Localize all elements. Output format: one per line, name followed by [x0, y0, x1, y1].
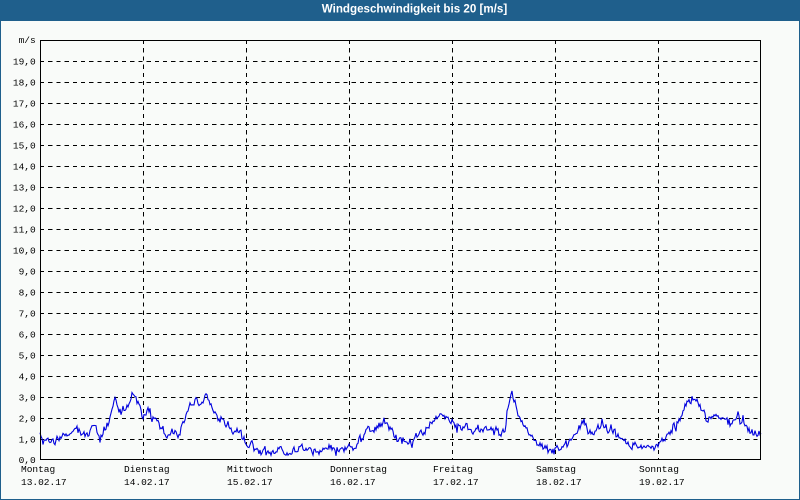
svg-text:11,0: 11,0	[13, 225, 36, 236]
svg-text:9,0: 9,0	[19, 267, 36, 278]
svg-text:7,0: 7,0	[19, 309, 36, 320]
svg-text:14.02.17: 14.02.17	[124, 477, 170, 488]
svg-text:2,0: 2,0	[19, 414, 36, 425]
svg-text:16.02.17: 16.02.17	[330, 477, 376, 488]
svg-text:14,0: 14,0	[13, 162, 36, 173]
svg-text:8,0: 8,0	[19, 288, 36, 299]
svg-text:16,0: 16,0	[13, 120, 36, 131]
svg-text:17,0: 17,0	[13, 99, 36, 110]
svg-text:1,0: 1,0	[19, 435, 36, 446]
svg-text:Sonntag: Sonntag	[639, 464, 679, 475]
svg-text:Mittwoch: Mittwoch	[227, 464, 273, 475]
svg-text:18,0: 18,0	[13, 78, 36, 89]
svg-text:Windgeschwindigkeit bis 20 [m/: Windgeschwindigkeit bis 20 [m/s]	[322, 3, 508, 16]
svg-text:17.02.17: 17.02.17	[433, 477, 479, 488]
svg-text:19,0: 19,0	[13, 57, 36, 68]
svg-text:Montag: Montag	[21, 464, 55, 475]
svg-text:15,0: 15,0	[13, 141, 36, 152]
svg-text:6,0: 6,0	[19, 330, 36, 341]
svg-text:3,0: 3,0	[19, 393, 36, 404]
svg-text:12,0: 12,0	[13, 204, 36, 215]
svg-text:m/s: m/s	[19, 35, 36, 46]
svg-text:13,0: 13,0	[13, 183, 36, 194]
svg-text:18.02.17: 18.02.17	[536, 477, 582, 488]
svg-text:13.02.17: 13.02.17	[21, 477, 67, 488]
svg-text:Dienstag: Dienstag	[124, 464, 170, 475]
svg-text:19.02.17: 19.02.17	[639, 477, 685, 488]
svg-text:Donnerstag: Donnerstag	[330, 464, 387, 475]
svg-text:Samstag: Samstag	[536, 464, 576, 475]
svg-text:10,0: 10,0	[13, 246, 36, 257]
svg-text:4,0: 4,0	[19, 372, 36, 383]
svg-text:15.02.17: 15.02.17	[227, 477, 273, 488]
svg-text:5,0: 5,0	[19, 351, 36, 362]
svg-text:Freitag: Freitag	[433, 464, 473, 475]
